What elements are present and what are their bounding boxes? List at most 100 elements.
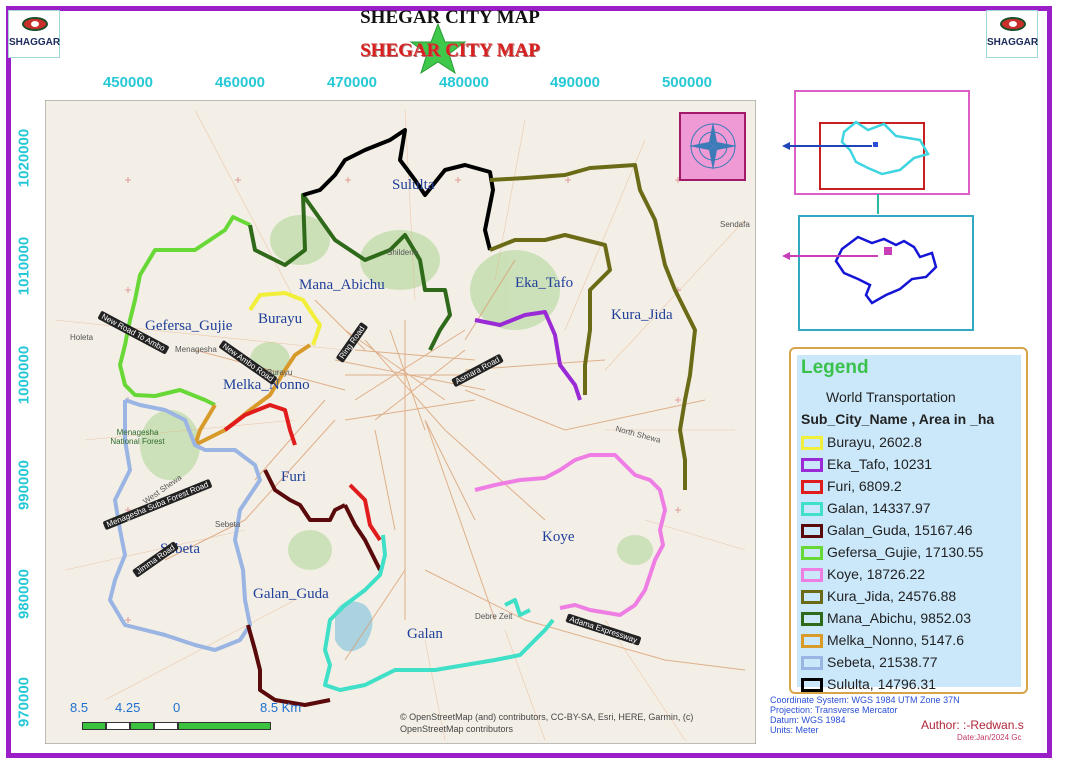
legend-swatch — [801, 524, 823, 539]
legend-item: Mana_Abichu, 9852.03 — [801, 610, 971, 628]
district-label-kura-jida[interactable]: Kura_Jida — [611, 307, 673, 323]
legend-item-label: Gefersa_Gujie, 17130.55 — [827, 544, 984, 560]
legend-title: Legend — [801, 357, 869, 378]
legend-swatch — [801, 590, 823, 605]
legend-item: Burayu, 2602.8 — [801, 434, 922, 452]
inset-connectors — [782, 142, 879, 260]
district-label-galan[interactable]: Galan — [407, 626, 443, 642]
legend-item-label: Galan, 14337.97 — [827, 500, 931, 516]
place-label: Sendafa — [720, 220, 750, 229]
legend-swatch — [801, 612, 823, 627]
scale-label: 0 — [173, 700, 181, 715]
map-canvas[interactable]: Sululta Mana_Abichu Eka_Tafo Kura_Jida G… — [45, 100, 756, 744]
place-label: Sebeta — [215, 520, 241, 529]
district-label-gefersa-gujie[interactable]: Gefersa_Gujie — [145, 318, 233, 334]
legend-swatch — [801, 634, 823, 649]
legend-item: Gefersa_Gujie, 17130.55 — [801, 544, 983, 562]
legend-item: Galan, 14337.97 — [801, 500, 931, 518]
legend-item-label: Sebeta, 21538.77 — [827, 654, 938, 670]
northing-tick: 980000 — [15, 568, 33, 620]
easting-tick: 450000 — [102, 74, 154, 91]
map-title-red: SHEGAR CITY MAP — [360, 40, 540, 61]
legend-item: Furi, 6809.2 — [801, 478, 902, 496]
district-label-burayu[interactable]: Burayu — [258, 311, 303, 327]
legend-swatch — [801, 458, 823, 473]
boundary-melka-nonno — [193, 343, 312, 447]
boundary-mana-abichu — [248, 193, 452, 351]
legend-item-label: Galan_Guda, 15167.46 — [827, 522, 973, 538]
boundary-furi — [223, 403, 382, 542]
map-frame — [6, 6, 1052, 758]
legend-item: Eka_Tafo, 10231 — [801, 456, 932, 474]
legend-item-label: Melka_Nonno, 5147.6 — [827, 632, 964, 648]
scale-label: 4.25 — [115, 700, 141, 715]
legend-item: Sebeta, 21538.77 — [801, 654, 938, 672]
city-roads — [164, 259, 746, 671]
logo-emblem-icon — [22, 17, 48, 31]
boundary-burayu — [248, 291, 322, 346]
district-label-furi[interactable]: Furi — [281, 469, 307, 485]
legend-swatch — [801, 502, 823, 517]
easting-tick: 480000 — [438, 74, 490, 91]
easting-tick: 490000 — [549, 74, 601, 91]
logo-emblem-icon — [1000, 17, 1026, 31]
legend-swatch — [801, 480, 823, 495]
boundary-eka-tafo — [474, 310, 582, 401]
logo-text: SHAGGAR — [9, 37, 61, 48]
logo-text: SHAGGAR — [987, 37, 1039, 48]
scale-label: 8.5 Km — [260, 700, 302, 715]
map-title: SHEGAR CITY MAP — [360, 7, 540, 28]
north-arrow-icon — [679, 112, 746, 181]
scale-segment — [130, 722, 154, 730]
legend-item: Kura_Jida, 24576.88 — [801, 588, 956, 606]
legend-item: Galan_Guda, 15167.46 — [801, 522, 973, 540]
ethiopia-outline-icon — [840, 120, 930, 176]
projection-text: Projection: Transverse Mercator — [770, 705, 898, 715]
scale-segment — [178, 722, 271, 730]
title-star-icon — [409, 22, 467, 75]
legend-item: Sululta, 14796.31 — [801, 676, 936, 694]
coord-system-text: Coordinate System: WGS 1984 UTM Zone 37N — [770, 695, 960, 705]
northing-tick: 970000 — [15, 676, 33, 728]
legend-item-label: Koye, 18726.22 — [827, 566, 926, 582]
district-label-eka-tafo[interactable]: Eka_Tafo — [515, 275, 574, 291]
district-label-koye[interactable]: Koye — [542, 529, 575, 545]
legend-item-label: Furi, 6809.2 — [827, 478, 902, 494]
boundary-sebeta — [108, 398, 262, 652]
scale-segment — [82, 722, 106, 730]
easting-tick: 460000 — [214, 74, 266, 91]
district-label-galan-guda[interactable]: Galan_Guda — [253, 586, 329, 602]
legend-swatch — [801, 656, 823, 671]
vegetation-areas — [140, 215, 653, 570]
northing-tick: 990000 — [15, 459, 33, 511]
legend-layer: World Transportation — [826, 389, 956, 405]
scale-label: 8.5 — [70, 700, 89, 715]
district-label-mana-abichu[interactable]: Mana_Abichu — [299, 277, 385, 293]
northing-tick: 1010000 — [15, 236, 33, 296]
locator-shegar — [798, 215, 974, 331]
boundary-kura-jida — [489, 163, 697, 490]
legend-item-label: Kura_Jida, 24576.88 — [827, 588, 957, 604]
datum-text: Datum: WGS 1984 — [770, 715, 846, 725]
map-info: Coordinate System: WGS 1984 UTM Zone 37N… — [770, 695, 960, 735]
place-label: Shildene — [387, 248, 419, 257]
scale-bar: 8.5 4.25 0 8.5 Km — [70, 700, 360, 740]
basemap — [45, 100, 756, 744]
legend-field: Sub_City_Name , Area in _ha — [801, 411, 995, 427]
author-text: Author: :-Redwan.s — [921, 718, 1024, 732]
district-label-sululta[interactable]: Sululta — [392, 177, 435, 193]
northing-tick: 1020000 — [15, 128, 33, 188]
easting-tick: 470000 — [326, 74, 378, 91]
boundary-galan — [323, 534, 555, 692]
place-label: Holeta — [70, 333, 94, 342]
shegar-outline-icon — [834, 235, 938, 305]
shaggar-logo-right: SHAGGAR — [986, 10, 1038, 58]
legend-item: Melka_Nonno, 5147.6 — [801, 632, 964, 650]
district-label-melka-nonno[interactable]: Melka_Nonno — [223, 377, 310, 393]
park-label: Menagesha National Forest — [110, 428, 165, 446]
easting-tick: 500000 — [661, 74, 713, 91]
date-text: Date:Jan/2024 Gc — [957, 733, 1022, 742]
legend-item-label: Mana_Abichu, 9852.03 — [827, 610, 971, 626]
legend: Legend World Transportation Sub_City_Nam… — [789, 347, 1028, 694]
lake — [335, 601, 373, 652]
